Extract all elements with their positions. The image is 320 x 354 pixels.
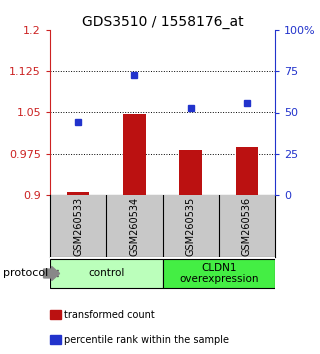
Text: percentile rank within the sample: percentile rank within the sample: [64, 335, 229, 344]
Text: GSM260535: GSM260535: [186, 196, 196, 256]
Text: CLDN1
overexpression: CLDN1 overexpression: [179, 263, 259, 284]
Bar: [123, 114, 146, 195]
Bar: [67, 192, 89, 195]
Text: GSM260533: GSM260533: [73, 196, 83, 256]
Title: GDS3510 / 1558176_at: GDS3510 / 1558176_at: [82, 15, 243, 29]
Bar: [50, 259, 163, 289]
Text: transformed count: transformed count: [64, 310, 155, 320]
Bar: [236, 147, 258, 195]
Text: GSM260534: GSM260534: [129, 196, 140, 256]
Text: GSM260536: GSM260536: [242, 196, 252, 256]
Text: protocol: protocol: [3, 268, 48, 279]
Bar: [180, 150, 202, 195]
Text: control: control: [88, 268, 124, 279]
Bar: [163, 259, 275, 289]
